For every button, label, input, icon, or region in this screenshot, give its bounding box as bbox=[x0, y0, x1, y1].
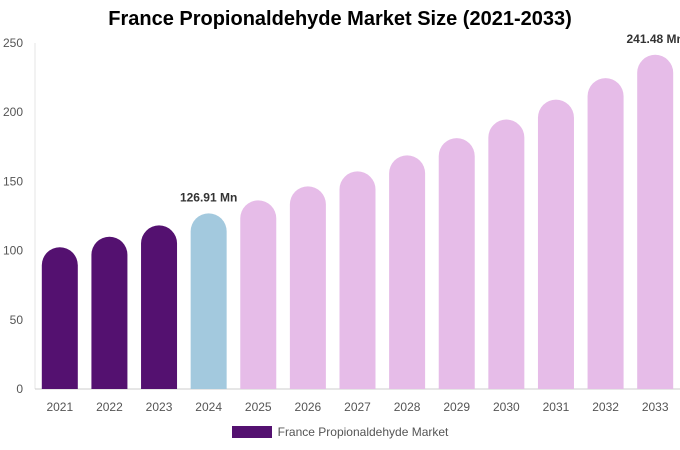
bar-2024 bbox=[190, 213, 227, 389]
bar-2029 bbox=[438, 138, 475, 389]
x-tick-label: 2031 bbox=[543, 400, 570, 414]
data-label-2033: 241.48 Mn bbox=[627, 32, 680, 46]
bar-2025 bbox=[240, 200, 277, 389]
x-tick-label: 2026 bbox=[295, 400, 322, 414]
y-tick-label: 0 bbox=[16, 382, 23, 396]
x-tick-label: 2024 bbox=[195, 400, 222, 414]
y-tick-label: 150 bbox=[3, 174, 23, 188]
y-tick-label: 200 bbox=[3, 105, 23, 119]
x-tick-label: 2022 bbox=[96, 400, 123, 414]
legend-label: France Propionaldehyde Market bbox=[277, 425, 449, 439]
y-tick-label: 250 bbox=[3, 36, 23, 50]
y-tick-label: 100 bbox=[3, 244, 23, 258]
bar-2023 bbox=[141, 225, 178, 389]
bar-2022 bbox=[91, 236, 128, 389]
bar-2021 bbox=[41, 247, 78, 389]
legend-swatch bbox=[231, 426, 272, 438]
x-tick-label: 2028 bbox=[394, 400, 421, 414]
y-tick-label: 50 bbox=[10, 313, 24, 327]
bar-2031 bbox=[537, 99, 574, 390]
bar-2033 bbox=[637, 54, 674, 389]
bar-2030 bbox=[488, 119, 525, 390]
x-tick-label: 2021 bbox=[46, 400, 73, 414]
x-tick-label: 2023 bbox=[146, 400, 173, 414]
bar-2026 bbox=[289, 186, 326, 389]
bar-2032 bbox=[587, 78, 624, 390]
x-tick-label: 2027 bbox=[344, 400, 371, 414]
x-tick-label: 2025 bbox=[245, 400, 272, 414]
x-tick-label: 2030 bbox=[493, 400, 520, 414]
x-tick-label: 2029 bbox=[443, 400, 470, 414]
bar-2028 bbox=[389, 155, 426, 389]
bar-2027 bbox=[339, 171, 376, 389]
x-tick-label: 2033 bbox=[642, 400, 669, 414]
data-label-2024: 126.91 Mn bbox=[180, 190, 237, 204]
chart-title: France Propionaldehyde Market Size (2021… bbox=[108, 8, 572, 30]
legend: France Propionaldehyde Market bbox=[0, 425, 680, 439]
x-tick-label: 2032 bbox=[592, 400, 619, 414]
